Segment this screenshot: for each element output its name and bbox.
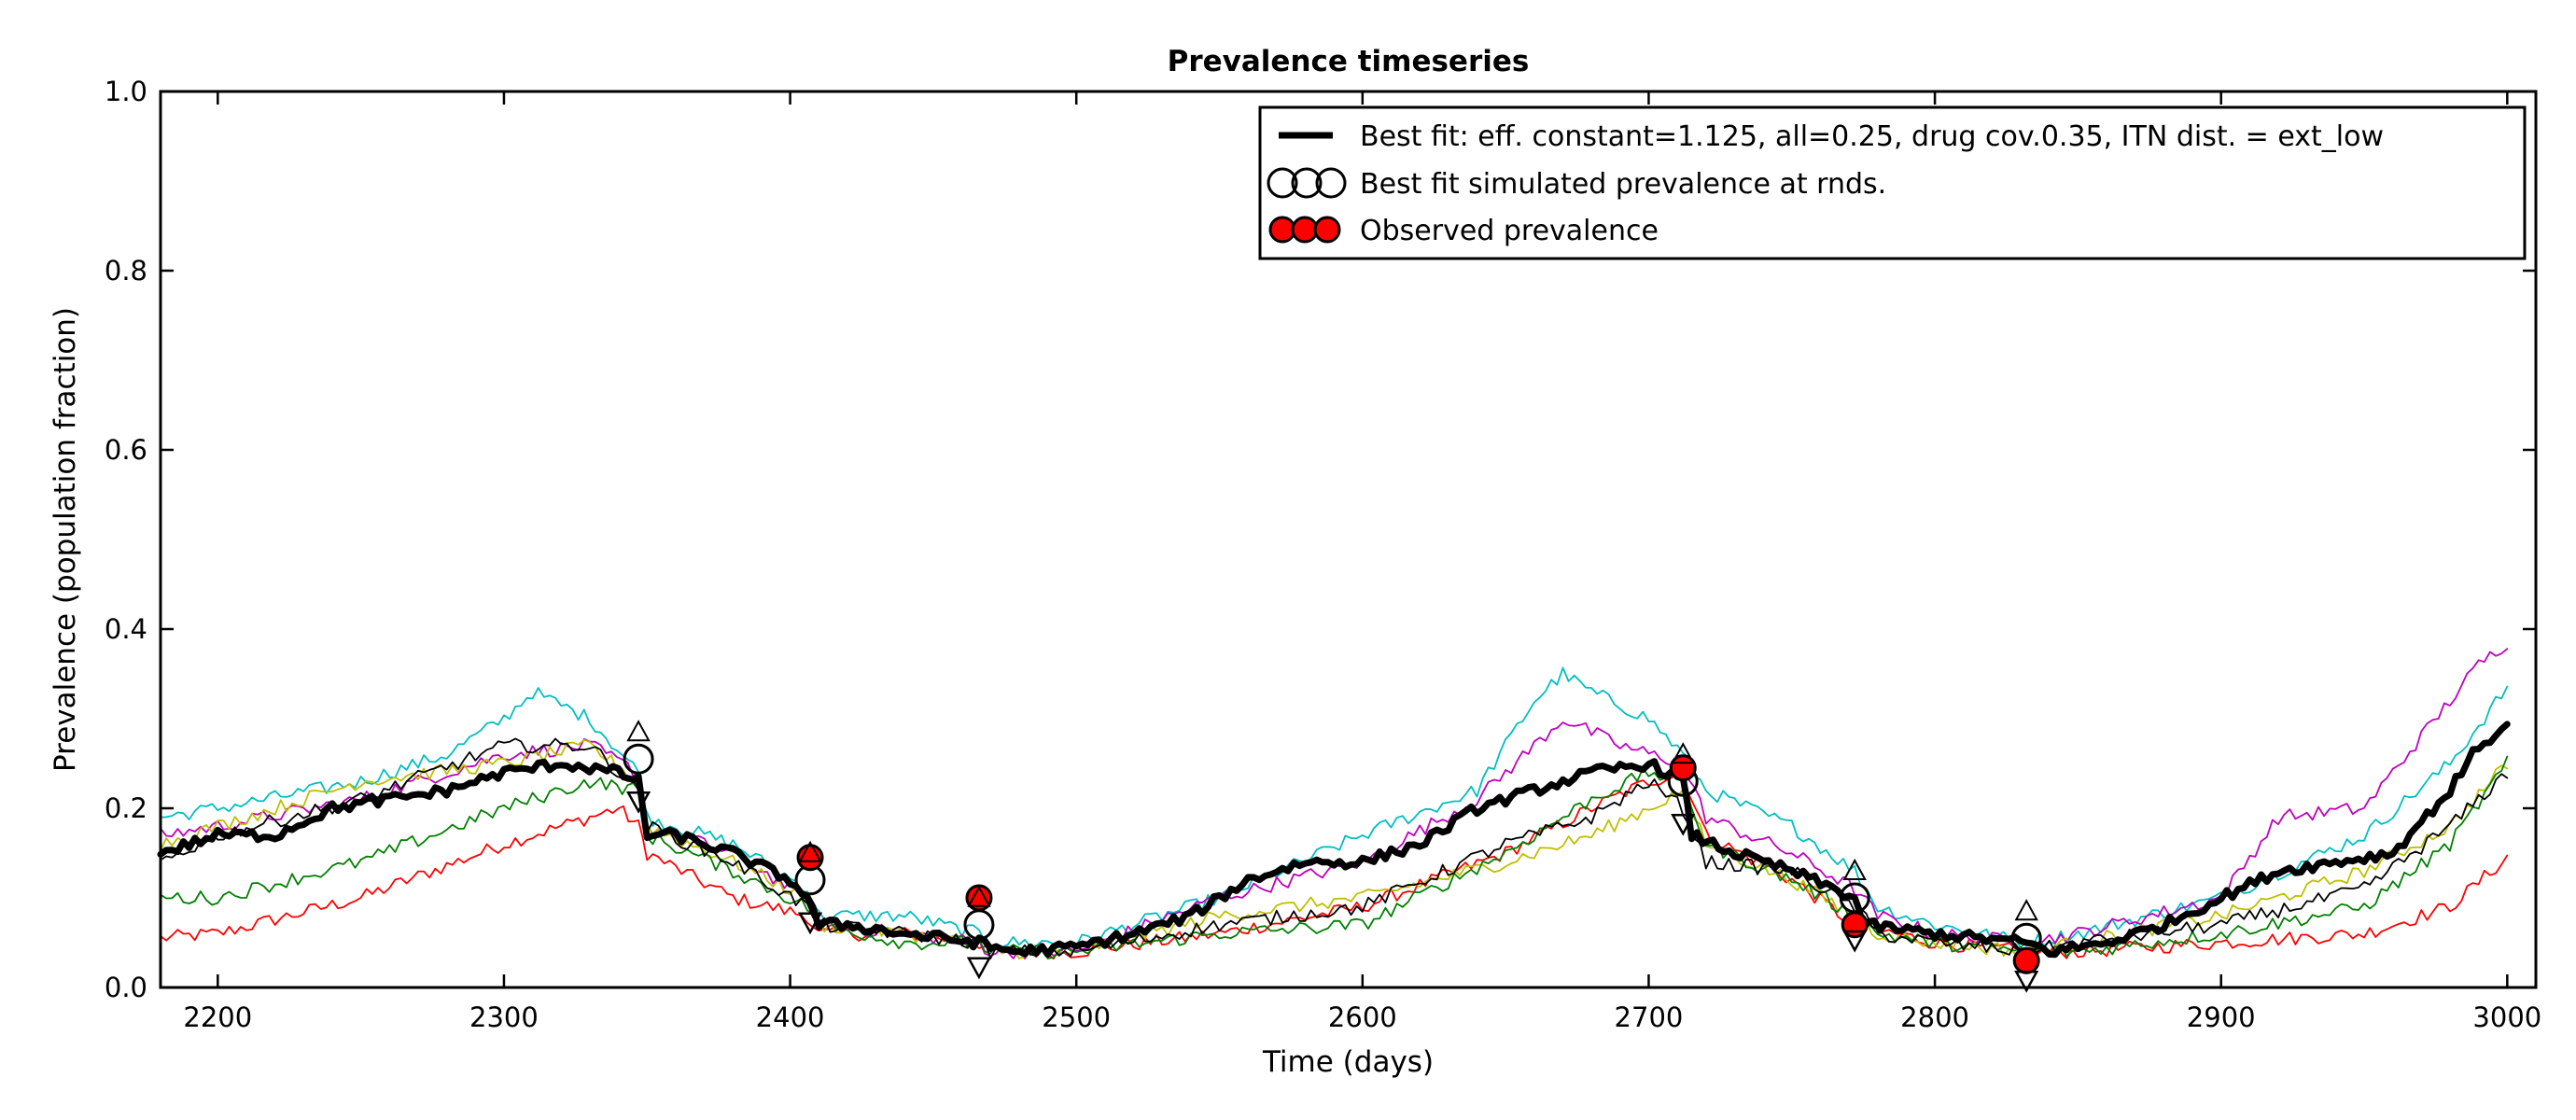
- y-axis-ticks: 0.0 0.2 0.4 0.6 0.8 1.0: [105, 76, 2536, 1003]
- y-tick-label-0.2: 0.2: [105, 792, 147, 824]
- round-marker-up-3: [967, 885, 991, 907]
- plot-area-frame: [159, 90, 2538, 989]
- legend-box: [1258, 105, 2527, 260]
- x-axis-title: Time (days): [1262, 1045, 1434, 1079]
- y-tick-label-0.6: 0.6: [105, 434, 147, 466]
- x-tick-label-2700: 2700: [1615, 1001, 1684, 1033]
- simulation-line-2: [160, 666, 2509, 949]
- round-marker-down-4: [1671, 813, 1696, 836]
- simulation-line-1: [160, 771, 2509, 960]
- marker-layer: [623, 720, 2042, 993]
- simulated-round-point-1: [623, 743, 654, 775]
- round-marker-up-4: [1671, 742, 1695, 764]
- legend-label-2: Best fit simulated prevalence at rnds.: [1360, 168, 1886, 201]
- y-tick-label-0: 0.0: [105, 972, 147, 1003]
- best-fit-line: [157, 721, 2511, 959]
- y-tick-label-0.8: 0.8: [105, 255, 147, 287]
- round-marker-down-5: [1842, 930, 1868, 953]
- y-tick-label-1: 1.0: [105, 76, 147, 107]
- round-marker-up-5: [1842, 858, 1867, 880]
- x-tick-label-2900: 2900: [2187, 1001, 2256, 1033]
- x-tick-label-3000: 3000: [2472, 1001, 2541, 1033]
- observed-point-1: [796, 844, 824, 872]
- x-axis-ticks: 2200 2300 2400 2500 2600 2700 2800 2900 3000: [183, 91, 2541, 1033]
- round-marker-down-1: [625, 791, 651, 814]
- legend-open-circle-3: [1315, 167, 1347, 199]
- observed-point-5: [2012, 946, 2040, 974]
- x-tick-label-2600: 2600: [1328, 1001, 1397, 1033]
- x-tick-label-2500: 2500: [1042, 1001, 1111, 1033]
- legend: Best fit: eff. constant=1.125, all=0.25,…: [1258, 105, 2527, 260]
- round-marker-up-1: [626, 720, 651, 742]
- legend-label-3: Observed prevalence: [1360, 215, 1659, 247]
- y-axis-title: Prevalence (population fraction): [49, 307, 82, 772]
- legend-red-circle-3: [1313, 216, 1341, 244]
- round-marker-down-3: [966, 957, 992, 980]
- legend-open-circle-1: [1267, 167, 1298, 199]
- y-tick-label-0.4: 0.4: [105, 613, 147, 645]
- x-tick-label-2300: 2300: [469, 1001, 539, 1033]
- round-marker-down-6: [2014, 970, 2039, 993]
- simulation-line-5: [160, 755, 2509, 959]
- simulation-line-4: [160, 738, 2509, 959]
- legend-label-1: Best fit: eff. constant=1.125, all=0.25,…: [1360, 120, 2384, 153]
- x-tick-label-2200: 2200: [183, 1001, 252, 1033]
- round-marker-up-6: [2014, 899, 2038, 921]
- legend-open-circle-2: [1291, 167, 1323, 199]
- series-layer: [157, 648, 2511, 960]
- legend-red-circle-2: [1291, 216, 1319, 244]
- x-tick-label-2800: 2800: [1900, 1001, 1969, 1033]
- legend-red-circle-1: [1268, 216, 1296, 244]
- round-marker-up-2: [798, 840, 822, 862]
- x-tick-label-2400: 2400: [756, 1001, 825, 1033]
- chart-title: Prevalence timeseries: [1168, 45, 1530, 78]
- round-marker-down-2: [797, 912, 823, 935]
